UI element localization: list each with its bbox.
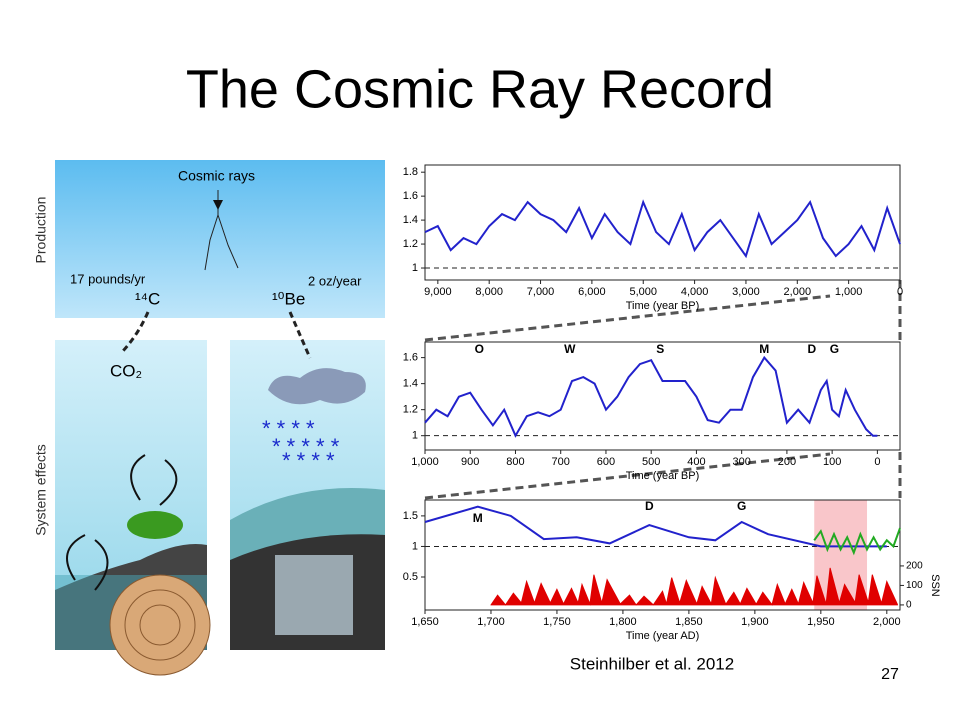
tree-ring bbox=[124, 589, 196, 661]
y-tick-label: 1.6 bbox=[403, 190, 418, 202]
svg-text:* * * *: * * * * bbox=[262, 416, 315, 441]
y-tick-label: 1.4 bbox=[403, 214, 418, 226]
zoom-connector bbox=[424, 280, 902, 500]
x-tick-label: 1,750 bbox=[543, 616, 571, 628]
plot-frame bbox=[424, 499, 901, 611]
y-tick-label: 1.5 bbox=[403, 510, 418, 522]
y-tick-label: 0.5 bbox=[403, 571, 418, 583]
annotation: O bbox=[475, 342, 484, 356]
annotation: G bbox=[830, 342, 839, 356]
x-tick-label: 800 bbox=[506, 456, 524, 468]
annotation: D bbox=[645, 499, 654, 513]
x-tick-label: 1,850 bbox=[675, 616, 703, 628]
x-tick-label: 1,900 bbox=[741, 616, 769, 628]
cycle-arrows bbox=[66, 454, 178, 591]
y-tick-label: 1.4 bbox=[403, 378, 418, 390]
area bbox=[490, 567, 898, 606]
x-tick-label: 3,000 bbox=[732, 286, 760, 298]
label: ¹⁰Be bbox=[272, 289, 305, 308]
label: CO₂ bbox=[110, 361, 142, 380]
x-tick-label: 1,800 bbox=[609, 616, 637, 628]
arrow bbox=[213, 200, 223, 210]
ice-core bbox=[275, 555, 353, 635]
plot-frame bbox=[424, 341, 901, 451]
x-tick-label: 2,000 bbox=[873, 616, 901, 628]
y2-axis-label: SSN bbox=[929, 574, 941, 597]
annotation: M bbox=[759, 342, 769, 356]
x-tick-label: 1,700 bbox=[477, 616, 505, 628]
x-tick-label: 100 bbox=[823, 456, 841, 468]
x-axis-label: Time (year AD) bbox=[626, 630, 700, 642]
annotation: W bbox=[564, 342, 576, 356]
x-tick-label: 700 bbox=[552, 456, 570, 468]
y-tick-label: 1.6 bbox=[403, 352, 418, 364]
label: System effects bbox=[33, 444, 49, 536]
x-axis-label: Time (year BP) bbox=[626, 470, 700, 482]
svg-text:* * * * *: * * * * * bbox=[272, 434, 340, 459]
y-tick-label: 1 bbox=[412, 540, 418, 552]
y-tick-label: 1.2 bbox=[403, 238, 418, 250]
label: 17 pounds/yr bbox=[70, 271, 146, 286]
arrow bbox=[120, 311, 150, 354]
x-tick-label: 9,000 bbox=[424, 286, 452, 298]
x-tick-label: 0 bbox=[874, 456, 880, 468]
slide-title: The Cosmic Ray Record bbox=[186, 59, 774, 119]
label: ¹⁴C bbox=[135, 289, 160, 308]
annotation: G bbox=[737, 499, 746, 513]
annotation: D bbox=[807, 342, 816, 356]
snow: * * * ** * * * ** * * * bbox=[262, 416, 340, 473]
x-tick-label: 300 bbox=[732, 456, 750, 468]
x-tick-label: 0 bbox=[897, 286, 903, 298]
y-tick-label: 1 bbox=[412, 430, 418, 442]
y-tick-label: 1.2 bbox=[403, 404, 418, 416]
tree-ring bbox=[139, 604, 181, 646]
line bbox=[813, 527, 901, 556]
svg-text:* * * *: * * * * bbox=[282, 448, 335, 473]
y-tick-label: 1.8 bbox=[403, 166, 418, 178]
x-tick-label: 4,000 bbox=[681, 286, 709, 298]
cloud bbox=[268, 368, 366, 405]
citation: Steinhilber et al. 2012 bbox=[570, 654, 734, 673]
line bbox=[424, 199, 901, 259]
x-tick-label: 6,000 bbox=[578, 286, 606, 298]
annotation: S bbox=[656, 342, 664, 356]
label: Production bbox=[33, 197, 49, 264]
line bbox=[424, 355, 878, 438]
x-tick-label: 8,000 bbox=[475, 286, 503, 298]
x-tick-label: 5,000 bbox=[629, 286, 657, 298]
y-tick-label: 1 bbox=[412, 262, 418, 274]
y2-tick-label: 100 bbox=[906, 580, 923, 591]
x-tick-label: 400 bbox=[687, 456, 705, 468]
x-tick-label: 2,000 bbox=[784, 286, 812, 298]
x-tick-label: 600 bbox=[597, 456, 615, 468]
x-tick-label: 1,000 bbox=[411, 456, 439, 468]
x-tick-label: 200 bbox=[778, 456, 796, 468]
x-tick-label: 1,650 bbox=[411, 616, 439, 628]
x-tick-label: 900 bbox=[461, 456, 479, 468]
y2-tick-label: 200 bbox=[906, 561, 923, 572]
x-axis-label: Time (year BP) bbox=[626, 300, 700, 312]
label: 2 oz/year bbox=[308, 273, 362, 288]
line bbox=[424, 505, 887, 548]
x-tick-label: 7,000 bbox=[527, 286, 555, 298]
arrow bbox=[288, 311, 312, 359]
x-tick-label: 1,000 bbox=[835, 286, 863, 298]
trees bbox=[127, 511, 183, 539]
page-number: 27 bbox=[881, 666, 899, 683]
annotation: M bbox=[473, 511, 483, 525]
plot-frame bbox=[424, 164, 901, 281]
x-tick-label: 500 bbox=[642, 456, 660, 468]
production-panel bbox=[55, 160, 385, 318]
x-tick-label: 1,950 bbox=[807, 616, 835, 628]
label: Cosmic rays bbox=[178, 168, 255, 184]
y2-tick-label: 0 bbox=[906, 600, 912, 611]
